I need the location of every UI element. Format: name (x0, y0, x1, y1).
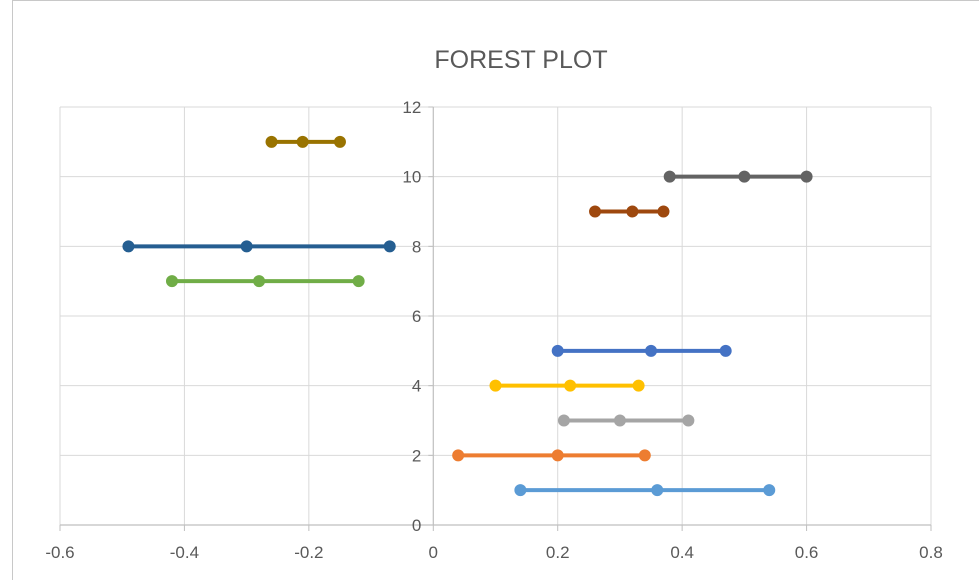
y-tick-label: 10 (402, 168, 421, 187)
x-tick-label: 0 (429, 543, 438, 562)
data-point (452, 449, 465, 462)
data-point (240, 240, 253, 253)
data-point (613, 414, 626, 427)
y-tick-label: 12 (402, 98, 421, 117)
series-10 (265, 135, 346, 148)
data-point (551, 344, 564, 357)
data-point (651, 484, 664, 497)
chart-frame (12, 0, 979, 580)
data-point (557, 414, 570, 427)
series-4 (489, 379, 645, 392)
y-tick-label: 8 (412, 237, 421, 256)
series-7 (122, 240, 396, 253)
data-point (333, 135, 346, 148)
data-point (663, 170, 676, 183)
y-tick-label: 0 (412, 516, 421, 535)
tick-labels: -0.6 -0.4 -0.2 0 0.2 0.4 0.6 0.8 0 2 4 6 8 10 12 (45, 98, 942, 562)
y-tick-label: 6 (412, 307, 421, 326)
y-tick-label: 4 (412, 377, 421, 396)
x-tick-label: 0.2 (546, 543, 570, 562)
x-tick-label: 0.4 (670, 543, 694, 562)
x-tick-label: 0.6 (795, 543, 819, 562)
data-point (296, 135, 309, 148)
data-point (657, 205, 670, 218)
x-tick-label: -0.4 (170, 543, 199, 562)
data-point (763, 484, 776, 497)
series-3 (557, 414, 695, 427)
data-point (738, 170, 751, 183)
series-8 (589, 205, 670, 218)
series-group (122, 135, 813, 497)
gridlines (59, 106, 932, 525)
data-point (719, 344, 732, 357)
series-6 (165, 275, 365, 288)
data-point (514, 484, 527, 497)
data-point (551, 449, 564, 462)
data-point (564, 379, 577, 392)
x-tick-label: -0.6 (45, 543, 74, 562)
chart-title: FOREST PLOT (434, 46, 607, 74)
data-point (265, 135, 278, 148)
data-point (352, 275, 365, 288)
data-point (800, 170, 813, 183)
data-point (383, 240, 396, 253)
data-point (632, 379, 645, 392)
data-point (253, 275, 266, 288)
series-2 (452, 449, 651, 462)
data-point (626, 205, 639, 218)
y-tick-label: 2 (412, 446, 421, 465)
data-point (489, 379, 502, 392)
data-point (638, 449, 651, 462)
x-tick-label: -0.2 (294, 543, 323, 562)
data-point (589, 205, 602, 218)
series-1 (514, 484, 776, 497)
data-point (122, 240, 135, 253)
axes (59, 106, 932, 531)
data-point (645, 344, 658, 357)
series-5 (551, 344, 732, 357)
data-point (682, 414, 695, 427)
series-9 (663, 170, 813, 183)
data-point (165, 275, 178, 288)
x-tick-label: 0.8 (919, 543, 943, 562)
